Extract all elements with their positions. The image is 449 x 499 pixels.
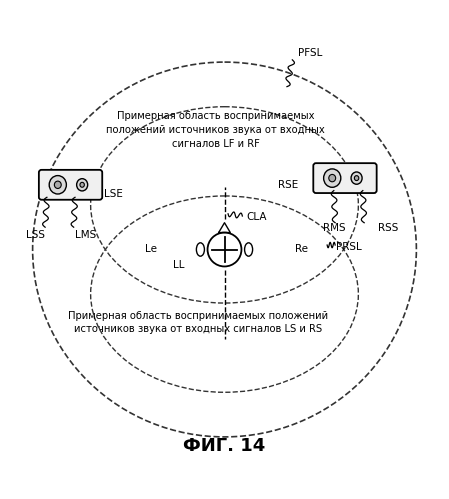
Text: Примерная область воспринимаемых положений: Примерная область воспринимаемых положен… (68, 311, 328, 321)
Ellipse shape (49, 176, 66, 194)
Text: источников звука от входных сигналов LS и RS: источников звука от входных сигналов LS … (74, 324, 322, 334)
Text: сигналов LF и RF: сигналов LF и RF (172, 139, 260, 149)
Ellipse shape (54, 181, 61, 189)
Text: LMS: LMS (75, 230, 96, 240)
Text: Le: Le (145, 244, 157, 253)
Text: RSS: RSS (379, 223, 399, 233)
FancyBboxPatch shape (39, 170, 102, 200)
Text: положений источников звука от входных: положений источников звука от входных (106, 125, 325, 135)
Ellipse shape (324, 169, 341, 187)
Text: CLA: CLA (246, 213, 266, 223)
Text: LL: LL (173, 260, 185, 270)
Ellipse shape (351, 172, 362, 184)
FancyBboxPatch shape (313, 163, 377, 193)
Text: Примерная область воспринимаемых: Примерная область воспринимаемых (117, 111, 314, 121)
Text: RMS: RMS (323, 223, 345, 233)
Ellipse shape (329, 175, 336, 182)
Ellipse shape (354, 176, 359, 181)
Text: Re: Re (295, 244, 308, 253)
Ellipse shape (80, 182, 84, 187)
Ellipse shape (77, 179, 88, 191)
Text: LSE: LSE (104, 189, 123, 199)
Text: PRSL: PRSL (336, 242, 362, 252)
Text: ФИГ. 14: ФИГ. 14 (183, 437, 266, 455)
Text: PFSL: PFSL (298, 48, 322, 58)
Text: RSE: RSE (278, 180, 298, 190)
Text: LSS: LSS (26, 230, 45, 240)
